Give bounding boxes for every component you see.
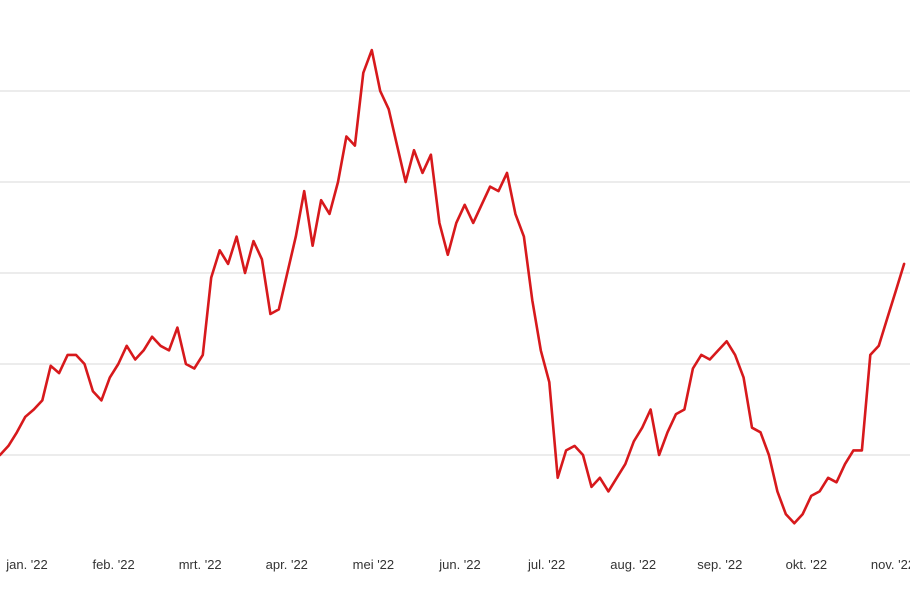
x-tick-label: mei '22 [353, 557, 395, 572]
x-axis-ticks: jan. '22 feb. '22 mrt. '22 apr. '22 mei '22 j… [5, 557, 910, 572]
x-tick-label: aug. '22 [610, 557, 656, 572]
x-tick-label: mrt. '22 [179, 557, 222, 572]
x-tick-label: jun. '22 [438, 557, 481, 572]
x-tick-label: jul. '22 [527, 557, 565, 572]
x-tick-label: feb. '22 [92, 557, 134, 572]
x-tick-label: sep. '22 [697, 557, 742, 572]
x-tick-label: okt. '22 [786, 557, 828, 572]
x-tick-label: nov. '22 [871, 557, 910, 572]
gridlines [0, 90, 910, 456]
x-tick-label: apr. '22 [266, 557, 308, 572]
x-tick-label: jan. '22 [5, 557, 48, 572]
series-layer [0, 48, 906, 525]
series-line-1 [0, 48, 906, 525]
